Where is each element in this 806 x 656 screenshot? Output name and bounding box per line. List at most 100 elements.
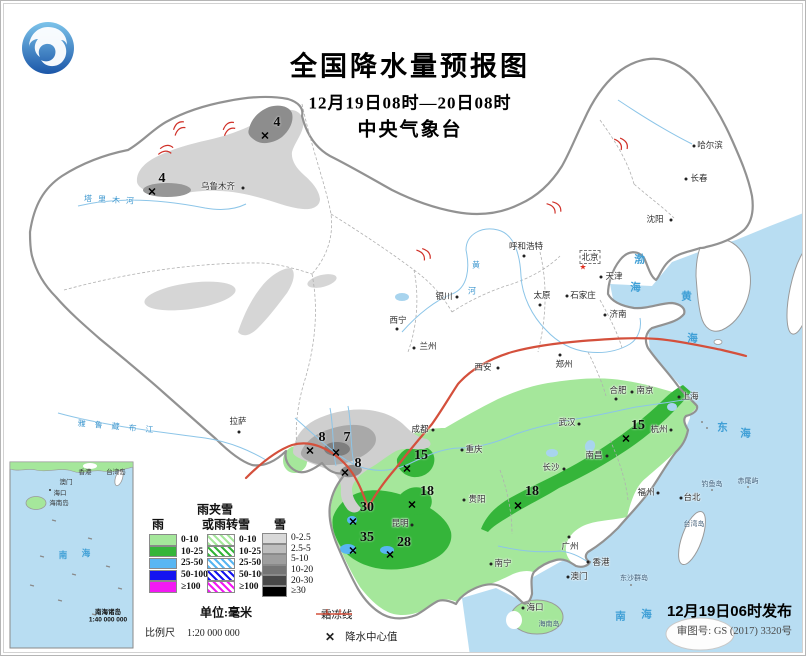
korea-peninsula <box>695 239 751 332</box>
legend-range-label: 50-100 <box>181 570 208 581</box>
precip-center-icon: ✕ <box>348 545 358 558</box>
legend-swatch <box>207 569 235 582</box>
legend-range-label: 20-30 <box>291 575 314 586</box>
city-dot <box>614 397 618 401</box>
city-label: 福州 <box>637 487 655 497</box>
city-label: 呼和浩特 <box>508 241 544 251</box>
city-dot <box>241 186 245 190</box>
japan-island <box>786 245 806 335</box>
city-label: 台北 <box>683 492 701 502</box>
city-label: 郑州 <box>555 359 573 369</box>
legend-sleet-row: ≥100 <box>207 581 266 593</box>
city-dot <box>462 498 466 502</box>
lakes <box>395 293 677 457</box>
legend-rain-row: ≥100 <box>149 581 208 593</box>
inset-label: 香港 <box>78 469 92 476</box>
legend-snow-row: 5-10 <box>262 554 313 565</box>
sea-label: 南 <box>615 611 627 623</box>
legend-rain-row: 50-100 <box>149 569 208 582</box>
city-dot <box>603 313 607 317</box>
sea-label: 海 <box>641 609 653 621</box>
city-label: 太原 <box>533 290 551 300</box>
city-label: 广州 <box>561 541 579 551</box>
legend-range-label: 5-10 <box>291 554 309 565</box>
legend-swatch <box>207 557 235 570</box>
city-label: 武汉 <box>558 417 576 427</box>
legend-range-label: ≥30 <box>291 586 306 597</box>
legend-swatch <box>149 545 177 558</box>
legend-range-label: 0-10 <box>181 534 199 545</box>
legend-snow-row: 10-20 <box>262 564 313 576</box>
island-label: 钓鱼岛 <box>701 481 723 488</box>
precip-center-icon: ✕ <box>331 447 341 460</box>
city-label: 南宁 <box>494 558 512 568</box>
city-dot <box>562 467 566 471</box>
sea-label: 黄 <box>681 291 693 303</box>
legend-rain-header: 雨 <box>151 517 165 532</box>
legend-sleet-row: 10-25 <box>207 545 266 558</box>
legend-scale: 比例尺 1:20 000 000 <box>145 624 240 639</box>
city-label: 南昌 <box>585 450 603 460</box>
legend-swatch <box>262 543 287 555</box>
legend-sleet-row: 25-50 <box>207 557 266 570</box>
legend-swatch <box>207 545 235 558</box>
city-label: 贵阳 <box>468 494 486 504</box>
legend-range-label: ≥100 <box>239 582 259 593</box>
city-label: 昆明 <box>391 518 409 528</box>
precip-center-icon: ✕ <box>340 467 350 480</box>
legend-snow-header: 雪 <box>273 517 287 532</box>
city-dot <box>431 428 435 432</box>
inset-label: 海口 <box>53 490 67 497</box>
precip-center-value: 35 <box>360 530 374 545</box>
city-label: 天津 <box>605 271 623 281</box>
city-dot <box>566 575 570 579</box>
inset-label: 澳门 <box>59 479 73 486</box>
precip-center-value: 15 <box>414 448 428 463</box>
city-label: 北京 <box>579 250 601 264</box>
inset-label: 1:40 000 000 <box>88 616 128 624</box>
city-dot <box>412 346 416 350</box>
legend-swatch <box>262 586 287 597</box>
precip-center-icon: ✕ <box>325 629 336 644</box>
hainan-white-part <box>506 611 522 629</box>
city-label: 合肥 <box>609 385 627 395</box>
legend-snow-row: 2.5-5 <box>262 543 313 555</box>
city-label: 南京 <box>636 385 654 395</box>
city-label: 澳门 <box>570 571 588 581</box>
city-label: 重庆 <box>465 444 483 454</box>
city-dot <box>677 395 681 399</box>
city-dot <box>586 560 590 564</box>
precip-center-value: 18 <box>525 484 539 499</box>
city-dot <box>237 430 241 434</box>
forecast-period: 12月19日08时—20日08时 <box>308 93 512 113</box>
agency-name: 中央气象台 <box>357 119 463 141</box>
legend-snow-row: 20-30 <box>262 575 313 586</box>
precip-center-icon: ✕ <box>621 433 631 446</box>
legend-swatch <box>149 581 177 593</box>
release-info: 12月19日06时发布 审图号: GS (2017) 3320号 <box>556 600 792 638</box>
rain-band-central <box>481 385 691 532</box>
legend-swatch <box>207 534 235 546</box>
precip-center-value: 15 <box>631 418 645 433</box>
city-label: 长沙 <box>542 462 560 472</box>
city-dot <box>567 535 571 539</box>
inset-label: 台湾岛 <box>106 469 126 476</box>
city-dot <box>630 390 634 394</box>
city-dot <box>599 275 603 279</box>
city-dot <box>395 327 399 331</box>
taiwan-island <box>678 510 706 566</box>
legend-range-label: 25-50 <box>181 558 204 569</box>
city-label: 海口 <box>526 602 544 612</box>
legend-snow-row: ≥30 <box>262 586 313 597</box>
front-symbols <box>157 121 628 261</box>
precip-center-value: 4 <box>158 171 166 186</box>
river-label: 黄 <box>472 260 480 270</box>
snow-areas-xinjiang <box>136 105 320 210</box>
precip-center-icon: ✕ <box>348 516 358 529</box>
city-label: 杭州 <box>650 424 668 434</box>
city-label: 成都 <box>411 424 429 434</box>
legend-sleet-header1: 雨夹雪 <box>196 502 234 517</box>
city-dot <box>455 295 459 299</box>
city-dot <box>460 448 464 452</box>
